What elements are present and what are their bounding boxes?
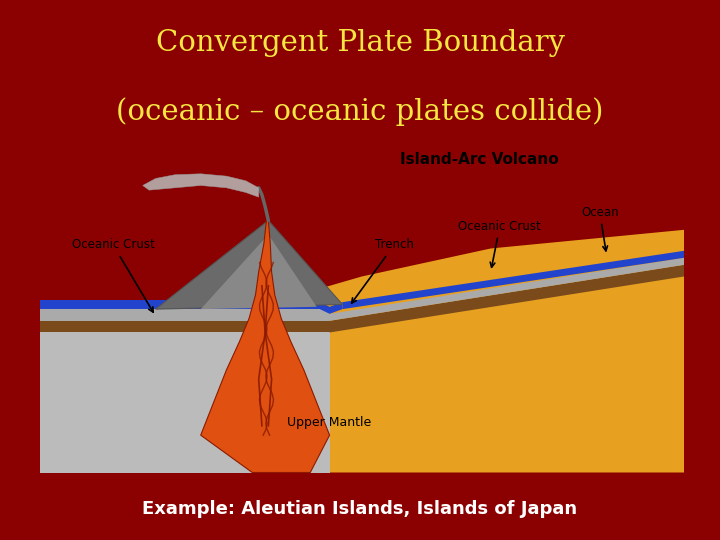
- Text: Ocean: Ocean: [581, 206, 618, 251]
- Text: Example: Aleutian Islands, Islands of Japan: Example: Aleutian Islands, Islands of Ja…: [143, 500, 577, 518]
- Polygon shape: [40, 321, 330, 333]
- Polygon shape: [330, 258, 684, 321]
- Polygon shape: [201, 220, 330, 472]
- Text: (oceanic – oceanic plates collide): (oceanic – oceanic plates collide): [117, 97, 603, 126]
- Polygon shape: [40, 333, 330, 472]
- Text: Upper Mantle: Upper Mantle: [287, 416, 372, 429]
- Text: Oceanic Crust: Oceanic Crust: [72, 239, 155, 312]
- Text: Convergent Plate Boundary: Convergent Plate Boundary: [156, 29, 564, 57]
- Polygon shape: [40, 300, 320, 309]
- Text: Trench: Trench: [351, 239, 413, 303]
- Polygon shape: [40, 309, 330, 321]
- Text: Oceanic Crust: Oceanic Crust: [459, 220, 541, 267]
- Text: Island-Arc Volcano: Island-Arc Volcano: [400, 152, 559, 167]
- Polygon shape: [343, 251, 684, 309]
- Polygon shape: [320, 302, 343, 314]
- Polygon shape: [156, 220, 343, 309]
- Polygon shape: [201, 234, 317, 309]
- Polygon shape: [40, 230, 684, 472]
- Polygon shape: [330, 265, 684, 333]
- Polygon shape: [143, 174, 258, 197]
